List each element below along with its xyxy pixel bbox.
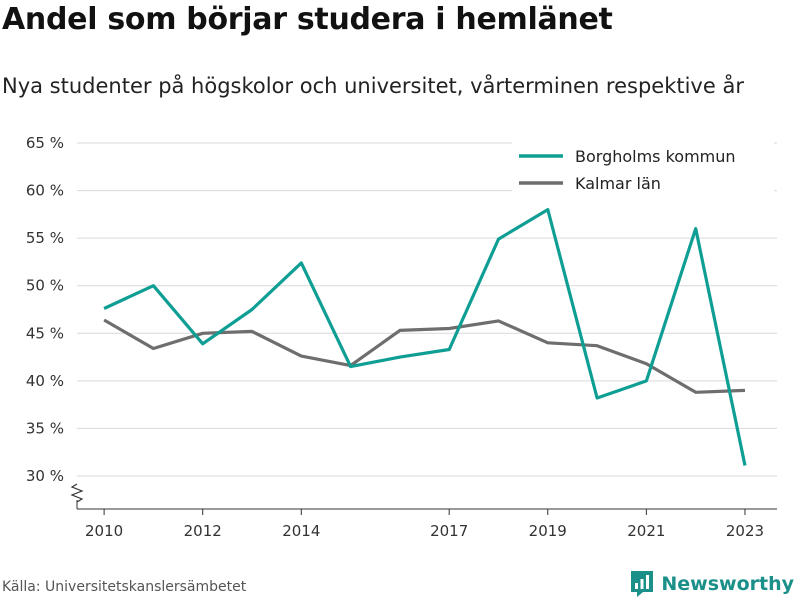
legend-background: [512, 136, 774, 198]
source-note: Källa: Universitetskanslersämbetet: [2, 579, 247, 595]
brand-name: Newsworthy: [661, 573, 794, 595]
x-axis-ticks: 2010 2012 2014 2017 2019 2021 2023: [85, 509, 764, 540]
brand-logo: Newsworthy: [629, 570, 794, 598]
x-tick-label: 2023: [726, 522, 764, 540]
x-tick-label: 2019: [529, 522, 567, 540]
axis-break-icon: [70, 483, 84, 503]
y-axis-ticks: 30 % 35 % 40 % 45 % 50 % 55 % 60 % 65 %: [26, 134, 64, 485]
series-lines: [103, 208, 747, 466]
y-tick-label: 55 %: [26, 229, 64, 247]
x-tick-label: 2012: [184, 522, 222, 540]
newsworthy-logo-icon: [631, 571, 654, 597]
legend-label: Kalmar län: [575, 174, 661, 193]
chart-title: Andel som börjar studera i hemlänet: [2, 2, 613, 37]
series-line-0: [103, 208, 747, 466]
x-tick-label: 2017: [430, 522, 468, 540]
line-chart: 30 %35 %40 %45 %50 %55 %60 %65 % 2010 201…: [26, 134, 777, 540]
y-tick-label: 40 %: [26, 372, 64, 390]
x-tick-label: 2014: [282, 522, 320, 540]
y-tick-label: 50 %: [26, 277, 64, 295]
y-tick-label: 45 %: [26, 324, 64, 342]
axes: [70, 483, 777, 510]
x-tick-label: 2021: [627, 522, 665, 540]
chart-subtitle: Nya studenter på högskolor och universit…: [2, 74, 744, 98]
x-tick-label: 2010: [85, 522, 123, 540]
legend: Borgholms kommun Kalmar län: [512, 136, 774, 198]
series-line-1: [103, 318, 746, 394]
y-tick-label: 30 %: [26, 467, 64, 485]
y-tick-label: 65 %: [26, 134, 64, 152]
legend-label: Borgholms kommun: [575, 147, 736, 166]
y-tick-label: 60 %: [26, 182, 64, 200]
y-tick-label: 35 %: [26, 419, 64, 437]
